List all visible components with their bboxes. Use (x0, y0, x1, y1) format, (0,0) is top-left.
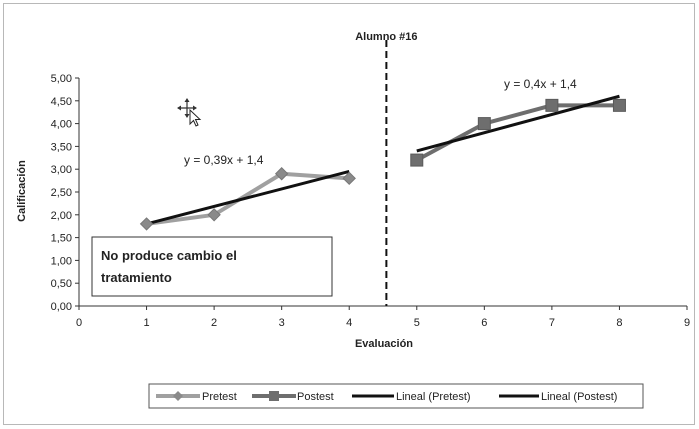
trendline-3 (416, 94, 620, 153)
pretest-equation: y = 0,39x + 1,4 (184, 153, 264, 167)
legend-label-lineal-postest: Lineal (Postest) (541, 391, 617, 403)
series-layer (139, 94, 626, 231)
y-tick-label: 0,00 (51, 301, 72, 313)
note-line-2: tratamiento (101, 270, 172, 285)
axes (75, 77, 688, 310)
vertical-marker: Alumno #16 (355, 31, 418, 306)
legend-label-postest: Postest (297, 391, 334, 403)
x-axis-title: Evaluación (355, 338, 413, 350)
x-tick-label: 8 (616, 317, 622, 329)
y-tick-label: 4,00 (51, 119, 72, 131)
y-tick-label: 2,00 (51, 210, 72, 222)
alumno-marker-label: Alumno #16 (355, 31, 417, 43)
chart-svg: 0,00 0,50 1,00 1,50 2,00 2,50 3,00 3,50 4,00 4,50… (16, 31, 690, 409)
pretest-point (274, 167, 289, 181)
annotations: y = 0,39x + 1,4 y = 0,4x + 1,4 (184, 77, 577, 167)
note-line-1: No produce cambio el (101, 248, 237, 263)
x-tick-label: 2 (211, 317, 217, 329)
legend-item-pretest: Pretest (156, 391, 237, 403)
y-tick-label: 5,00 (51, 73, 72, 85)
legend-item-lineal-postest: Lineal (Postest) (499, 391, 617, 403)
legend: Pretest Postest Lineal (Pretest) Lineal … (148, 383, 644, 409)
x-tick-label: 1 (143, 317, 149, 329)
postest-point (545, 98, 559, 112)
y-tick-label: 0,50 (51, 278, 72, 290)
x-tick-label: 3 (279, 317, 285, 329)
note-box: No produce cambio el tratamiento (91, 236, 333, 297)
x-tick-label: 5 (414, 317, 420, 329)
x-tick-label: 7 (549, 317, 555, 329)
legend-item-postest: Postest (252, 391, 334, 403)
pretest-point (139, 217, 154, 231)
legend-label-lineal-pretest: Lineal (Pretest) (396, 391, 471, 403)
x-tick-labels: 0 1 2 3 4 5 6 7 8 9 (76, 317, 690, 329)
postest-point (410, 153, 424, 167)
y-tick-label: 3,00 (51, 164, 72, 176)
trendline-2 (146, 170, 350, 226)
y-tick-label: 2,50 (51, 187, 72, 199)
postest-point (477, 117, 491, 131)
legend-item-lineal-pretest: Lineal (Pretest) (352, 391, 471, 403)
chart-frame: 0,00 0,50 1,00 1,50 2,00 2,50 3,00 3,50 4,00 4,50… (3, 3, 695, 425)
postest-equation: y = 0,4x + 1,4 (504, 77, 577, 91)
move-cursor-icon (177, 98, 202, 127)
pretest-point (342, 171, 356, 186)
y-tick-labels: 0,00 0,50 1,00 1,50 2,00 2,50 3,00 3,50 4,00 4,50… (51, 73, 72, 313)
x-tick-label: 9 (684, 317, 690, 329)
y-tick-label: 1,00 (51, 255, 72, 267)
pretest-point (207, 208, 221, 222)
legend-label-pretest: Pretest (202, 391, 237, 403)
y-tick-label: 4,50 (51, 96, 72, 108)
x-tick-label: 0 (76, 317, 82, 329)
postest-point (612, 98, 626, 112)
series-line-0 (146, 171, 350, 226)
x-tick-label: 4 (346, 317, 352, 329)
y-tick-label: 3,50 (51, 141, 72, 153)
y-axis-title: Calificación (16, 160, 28, 222)
series-line-1 (415, 103, 620, 162)
x-tick-label: 6 (481, 317, 487, 329)
y-tick-label: 1,50 (51, 233, 72, 245)
